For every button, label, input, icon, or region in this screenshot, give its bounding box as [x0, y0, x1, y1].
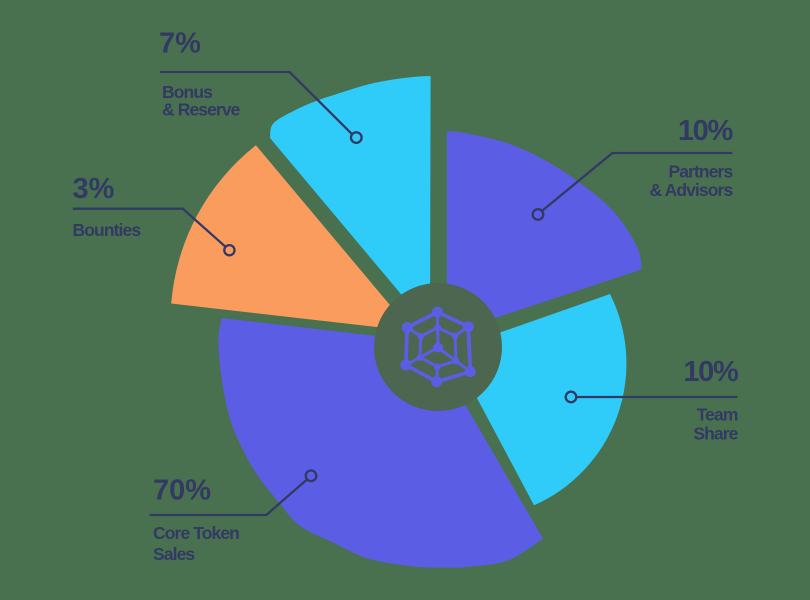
svg-text:Sales: Sales [153, 544, 195, 564]
svg-text:10%: 10% [678, 115, 734, 147]
svg-text:Bounties: Bounties [73, 220, 142, 240]
svg-text:& Reserve: & Reserve [162, 100, 241, 120]
svg-text:Share: Share [693, 423, 738, 443]
svg-text:Team: Team [697, 404, 738, 424]
svg-text:10%: 10% [683, 356, 739, 388]
svg-text:3%: 3% [73, 173, 115, 205]
svg-text:70%: 70% [153, 474, 211, 506]
svg-text:& Advisors: & Advisors [650, 180, 734, 200]
svg-text:Core Token: Core Token [153, 523, 239, 543]
svg-text:7%: 7% [159, 28, 201, 60]
svg-text:Bonus: Bonus [162, 82, 213, 102]
svg-text:Partners: Partners [668, 161, 733, 181]
